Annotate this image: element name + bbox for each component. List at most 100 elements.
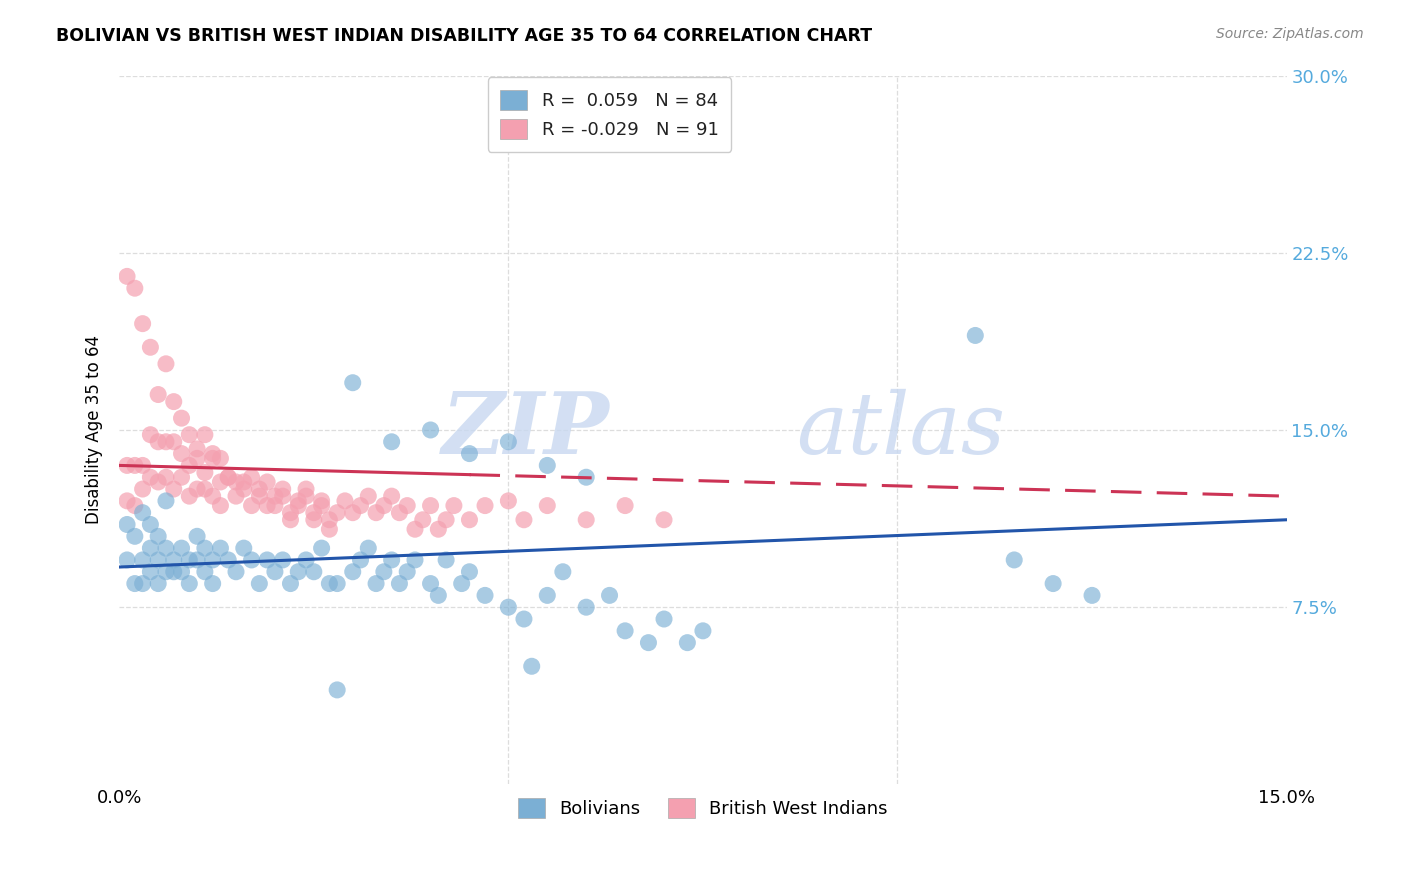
Point — [179, 553, 201, 567]
Point — [364, 576, 387, 591]
Point — [256, 475, 278, 489]
Point — [280, 576, 302, 591]
Point — [148, 475, 170, 489]
Point — [287, 499, 309, 513]
Point — [381, 489, 404, 503]
Point — [209, 499, 232, 513]
Point — [240, 499, 263, 513]
Point — [302, 565, 325, 579]
Point — [357, 489, 380, 503]
Point — [373, 499, 395, 513]
Point — [652, 513, 675, 527]
Point — [652, 612, 675, 626]
Point — [302, 513, 325, 527]
Point — [201, 576, 224, 591]
Point — [264, 565, 287, 579]
Point — [256, 553, 278, 567]
Point — [194, 541, 217, 555]
Point — [131, 482, 153, 496]
Point — [240, 553, 263, 567]
Point — [318, 576, 340, 591]
Point — [139, 541, 162, 555]
Point — [232, 475, 254, 489]
Point — [115, 494, 138, 508]
Point — [170, 565, 193, 579]
Point — [247, 482, 270, 496]
Point — [280, 506, 302, 520]
Point — [287, 565, 309, 579]
Point — [349, 553, 371, 567]
Point — [163, 434, 186, 449]
Point — [124, 281, 146, 295]
Point — [179, 458, 201, 473]
Point — [326, 682, 349, 697]
Point — [575, 600, 598, 615]
Point — [217, 470, 239, 484]
Legend: Bolivians, British West Indians: Bolivians, British West Indians — [510, 790, 896, 825]
Point — [287, 494, 309, 508]
Point — [201, 489, 224, 503]
Text: Source: ZipAtlas.com: Source: ZipAtlas.com — [1216, 27, 1364, 41]
Point — [131, 317, 153, 331]
Point — [186, 553, 208, 567]
Point — [676, 635, 699, 649]
Point — [163, 394, 186, 409]
Point — [201, 451, 224, 466]
Point — [264, 489, 287, 503]
Point — [404, 553, 426, 567]
Point — [311, 499, 333, 513]
Point — [155, 565, 177, 579]
Point — [311, 494, 333, 508]
Point — [614, 624, 637, 638]
Point — [163, 553, 186, 567]
Text: BOLIVIAN VS BRITISH WEST INDIAN DISABILITY AGE 35 TO 64 CORRELATION CHART: BOLIVIAN VS BRITISH WEST INDIAN DISABILI… — [56, 27, 872, 45]
Point — [247, 576, 270, 591]
Point — [295, 489, 318, 503]
Point — [186, 482, 208, 496]
Point — [318, 522, 340, 536]
Point — [326, 576, 349, 591]
Point — [131, 506, 153, 520]
Point — [194, 466, 217, 480]
Point — [155, 541, 177, 555]
Point — [295, 482, 318, 496]
Point — [637, 635, 659, 649]
Point — [498, 116, 520, 130]
Point — [139, 470, 162, 484]
Y-axis label: Disability Age 35 to 64: Disability Age 35 to 64 — [86, 335, 103, 524]
Point — [551, 565, 574, 579]
Point — [302, 506, 325, 520]
Point — [381, 434, 404, 449]
Text: atlas: atlas — [796, 389, 1005, 471]
Point — [271, 489, 294, 503]
Point — [155, 494, 177, 508]
Point — [186, 451, 208, 466]
Point — [131, 458, 153, 473]
Point — [388, 576, 411, 591]
Point — [163, 482, 186, 496]
Point — [124, 499, 146, 513]
Point — [232, 482, 254, 496]
Point — [599, 588, 621, 602]
Point — [115, 553, 138, 567]
Point — [373, 565, 395, 579]
Point — [349, 499, 371, 513]
Point — [498, 600, 520, 615]
Point — [256, 499, 278, 513]
Point — [225, 489, 247, 503]
Point — [247, 489, 270, 503]
Point — [498, 494, 520, 508]
Point — [388, 506, 411, 520]
Point — [419, 576, 441, 591]
Point — [148, 387, 170, 401]
Point — [179, 427, 201, 442]
Point — [357, 541, 380, 555]
Point — [217, 553, 239, 567]
Point — [139, 517, 162, 532]
Point — [124, 576, 146, 591]
Point — [419, 423, 441, 437]
Point — [575, 513, 598, 527]
Point — [170, 447, 193, 461]
Point — [396, 499, 419, 513]
Point — [396, 565, 419, 579]
